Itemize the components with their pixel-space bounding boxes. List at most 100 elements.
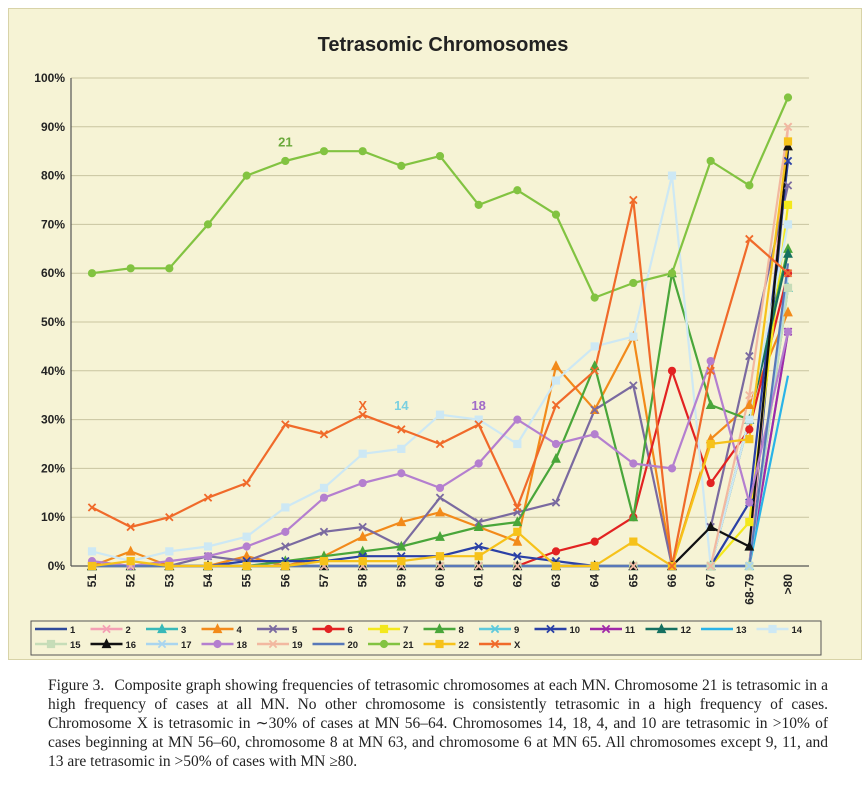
data-point-4 xyxy=(512,535,523,546)
line-chart: Tetrasomic Chromosomes 0% 10% 20% 30% 40% 50%… xyxy=(30,34,822,656)
data-point-8 xyxy=(512,516,523,527)
data-point-17 xyxy=(745,561,754,571)
data-point-6 xyxy=(590,537,599,546)
data-point-18 xyxy=(590,430,599,439)
legend-label: 14 xyxy=(792,625,803,636)
data-point-8 xyxy=(357,545,368,556)
data-point-14 xyxy=(435,410,445,419)
legend-marker xyxy=(101,638,112,649)
data-point-6 xyxy=(551,547,561,556)
data-point-5 xyxy=(629,381,638,390)
legend-label: 10 xyxy=(570,625,581,636)
legend-marker xyxy=(268,639,278,649)
legend-label: 4 xyxy=(237,625,243,636)
x-tick-label: 55 xyxy=(240,574,254,588)
legend-marker xyxy=(324,624,333,634)
data-point-18 xyxy=(242,542,251,551)
data-point-21 xyxy=(319,147,329,156)
data-point-21 xyxy=(165,264,174,273)
y-tick-label: 50% xyxy=(41,315,65,329)
data-point-14 xyxy=(319,483,329,493)
data-point-22 xyxy=(783,137,793,146)
data-point-21 xyxy=(358,147,367,156)
data-point-14 xyxy=(358,449,367,458)
x-tick-label: 66 xyxy=(665,574,679,588)
data-point-14 xyxy=(474,415,483,424)
legend-label: 11 xyxy=(625,625,636,636)
data-point-4 xyxy=(396,516,407,527)
data-point-14 xyxy=(203,542,213,551)
data-point-5 xyxy=(590,405,599,415)
x-tick-label: 63 xyxy=(549,574,563,588)
data-point-x xyxy=(126,522,135,532)
data-point-x xyxy=(590,366,599,376)
data-point-4 xyxy=(744,399,755,410)
data-point-10 xyxy=(783,156,793,166)
data-point-4 xyxy=(551,360,561,371)
legend-marker xyxy=(434,623,445,634)
data-point-18 xyxy=(435,483,445,493)
data-point-14 xyxy=(281,503,290,512)
legend-label: 17 xyxy=(181,640,192,651)
legend-label: 12 xyxy=(681,625,692,636)
data-point-18 xyxy=(745,498,754,507)
x-tick-label: 59 xyxy=(394,574,408,588)
data-point-5 xyxy=(319,527,329,537)
data-point-14 xyxy=(745,415,754,424)
data-point-16 xyxy=(744,540,755,551)
data-point-22 xyxy=(165,561,174,571)
data-point-22 xyxy=(590,561,599,571)
data-point-21 xyxy=(435,151,445,161)
x-tick-label: 51 xyxy=(85,574,99,588)
x-tick-label: 62 xyxy=(510,574,524,588)
legend-marker xyxy=(768,624,777,634)
data-point-18 xyxy=(358,478,367,488)
data-point-22 xyxy=(629,537,638,546)
data-point-x xyxy=(667,561,677,571)
x-tick-label: 65 xyxy=(626,574,640,588)
data-point-x xyxy=(87,503,97,512)
data-point-8 xyxy=(551,452,561,463)
data-point-14 xyxy=(165,547,174,556)
legend-label: 13 xyxy=(736,625,747,636)
data-point-19 xyxy=(706,561,715,571)
data-point-22 xyxy=(397,557,406,566)
data-point-5 xyxy=(745,351,754,361)
data-point-22 xyxy=(745,435,754,444)
legend-marker xyxy=(379,624,389,634)
data-point-22 xyxy=(242,561,251,571)
data-point-6 xyxy=(745,425,754,434)
data-point-19 xyxy=(783,122,793,132)
data-point-4 xyxy=(241,550,252,561)
legend-marker xyxy=(157,639,167,649)
annotation-label: 18 xyxy=(471,398,485,413)
legend-marker xyxy=(102,624,111,634)
data-point-14 xyxy=(667,171,677,180)
data-point-14 xyxy=(513,439,522,449)
data-point-22 xyxy=(513,527,522,536)
data-point-14 xyxy=(783,220,793,229)
y-tick-label: 80% xyxy=(41,169,65,183)
data-point-19 xyxy=(745,390,754,400)
legend-label: 22 xyxy=(459,640,470,651)
data-point-18 xyxy=(667,464,677,473)
data-point-21 xyxy=(783,93,793,102)
data-point-6 xyxy=(667,366,677,375)
data-point-22 xyxy=(474,552,483,561)
data-point-10 xyxy=(513,552,522,561)
data-point-x xyxy=(474,420,483,429)
data-point-16 xyxy=(705,521,716,532)
y-tick-label: 40% xyxy=(41,364,65,378)
data-point-21 xyxy=(706,156,715,166)
data-point-21 xyxy=(629,278,638,288)
legend-label: 19 xyxy=(292,640,303,651)
legend-marker xyxy=(157,623,167,634)
legend-label: 8 xyxy=(459,625,464,636)
y-tick-label: 0% xyxy=(48,559,66,573)
y-tick-label: 30% xyxy=(41,413,65,427)
data-point-18 xyxy=(629,459,638,468)
chart-title: Tetrasomic Chromosomes xyxy=(318,34,569,56)
data-point-8 xyxy=(396,540,407,551)
data-point-14 xyxy=(242,532,251,541)
data-point-5 xyxy=(435,493,445,502)
